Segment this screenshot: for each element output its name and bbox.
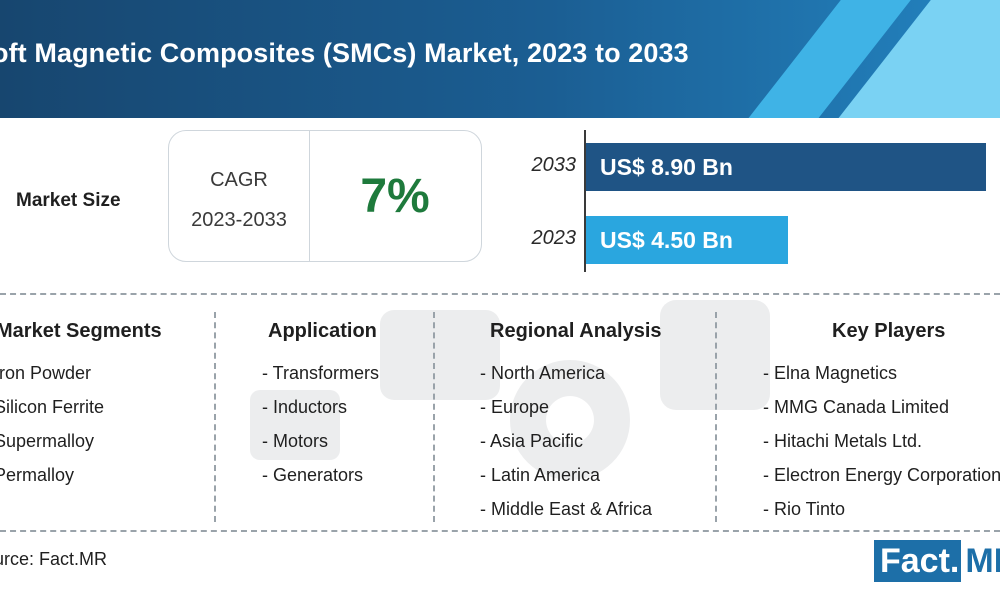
bar-2023 xyxy=(586,216,788,264)
bar-value-label-2033: US$ 8.90 Bn xyxy=(600,154,733,180)
background-component-art xyxy=(250,300,770,480)
segment-title-application: Application xyxy=(268,320,377,342)
list-item: Iron Powder xyxy=(0,363,92,383)
column-divider-1 xyxy=(214,312,216,522)
segment-list-application: - Transformers - Inductors - Motors - Ge… xyxy=(262,356,379,492)
logo-suffix: MR xyxy=(961,540,1000,582)
market-size-label: Market Size xyxy=(16,190,121,211)
column-divider-3 xyxy=(715,312,717,522)
segment-list-market-segments: Iron Powder Silicon Ferrite Supermalloy … xyxy=(0,356,104,492)
bar-2033 xyxy=(586,143,986,191)
section-divider-top xyxy=(0,293,1000,295)
source-note: urce: Fact.MR xyxy=(0,549,108,569)
list-item: Silicon Ferrite xyxy=(0,397,105,417)
list-item: - Europe xyxy=(480,397,550,417)
list-item: - Asia Pacific xyxy=(480,431,584,451)
list-item: - Generators xyxy=(262,465,364,485)
bar-category-label-2033: 2033 xyxy=(531,154,577,176)
cagr-period: 2023-2033 xyxy=(191,209,287,231)
bar-category-label-2023: 2023 xyxy=(531,227,577,249)
list-item: - Inductors xyxy=(262,397,348,417)
cagr-box: CAGR 2023-2033 7% xyxy=(168,130,482,262)
segment-list-key-players: - Elna Magnetics - MMG Canada Limited - … xyxy=(763,356,1000,526)
cagr-divider xyxy=(309,131,310,261)
column-divider-2 xyxy=(433,312,435,522)
list-item: - Hitachi Metals Ltd. xyxy=(763,431,923,451)
page-title: oft Magnetic Composites (SMCs) Market, 2… xyxy=(0,38,689,68)
list-item: - Latin America xyxy=(480,465,601,485)
section-divider-bottom xyxy=(0,530,1000,532)
list-item: Supermalloy xyxy=(0,431,95,451)
logo-main: Fact xyxy=(880,542,950,580)
bar-chart-axis xyxy=(584,130,586,272)
list-item: - Rio Tinto xyxy=(763,499,846,519)
header-banner: oft Magnetic Composites (SMCs) Market, 2… xyxy=(0,0,1000,118)
factmr-logo: Fact.MR xyxy=(874,540,1000,582)
list-item: - Electron Energy Corporation xyxy=(763,465,1000,485)
segment-list-regional-analysis: - North America - Europe - Asia Pacific … xyxy=(480,356,652,526)
cagr-value: 7% xyxy=(360,170,430,223)
segment-title-key-players: Key Players xyxy=(832,320,946,342)
cagr-label: CAGR xyxy=(210,169,268,191)
list-item: - Motors xyxy=(262,431,329,451)
list-item: - Transformers xyxy=(262,363,380,383)
list-item: - Middle East & Africa xyxy=(480,499,653,519)
list-item: - Elna Magnetics xyxy=(763,363,898,383)
list-item: - North America xyxy=(480,363,606,383)
segment-title-market-segments: Market Segments xyxy=(0,320,162,342)
segment-title-regional-analysis: Regional Analysis xyxy=(490,320,662,342)
bar-value-label-2023: US$ 4.50 Bn xyxy=(600,227,733,253)
logo-dot: . xyxy=(949,542,960,580)
list-item: - MMG Canada Limited xyxy=(763,397,950,417)
list-item: Permalloy xyxy=(0,465,75,485)
